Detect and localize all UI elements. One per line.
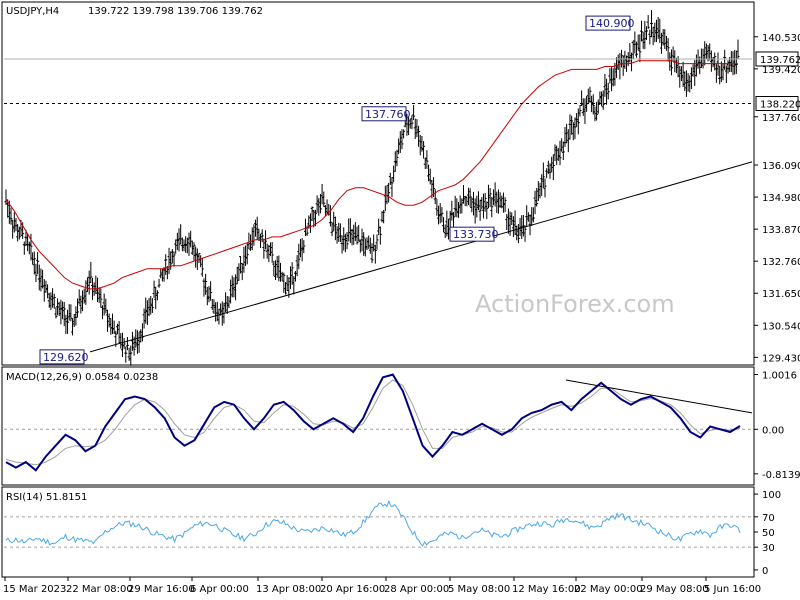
rsi-panel-frame — [1, 486, 755, 578]
price-ytick-label: 130.540 — [762, 321, 800, 332]
macd-ytick-label: 1.0016 — [762, 370, 797, 381]
rsi-ytick-label: 50 — [762, 528, 775, 539]
xtick-label: 12 May 16:00 — [512, 584, 581, 595]
macd-ytick-label: 0.00 — [762, 425, 784, 436]
macd-panel-title: MACD(12,26,9) 0.0584 0.0238 — [6, 372, 158, 383]
price-moving-average-line — [5, 60, 738, 290]
price-callout-label: 129.620 — [43, 351, 89, 364]
current-price-tag — [755, 51, 799, 67]
price-ytick-label: 134.980 — [762, 193, 800, 204]
price-ytick-label: 133.870 — [762, 225, 800, 236]
price-ytick-label: 140.530 — [762, 33, 800, 44]
price-ytick-label: 129.430 — [762, 353, 800, 364]
xtick-label: 5 May 08:00 — [448, 584, 510, 595]
watermark-text: ActionForex.com — [475, 290, 675, 318]
rsi-line — [5, 499, 741, 547]
rsi-ytick-label: 30 — [762, 543, 775, 554]
price-ohlc-readout: 139.722 139.798 139.706 139.762 — [88, 6, 263, 17]
price-callout-label: 140.900 — [589, 17, 635, 30]
xtick-label: 29 May 08:00 — [640, 584, 709, 595]
rsi-ytick-label: 0 — [762, 566, 768, 577]
rsi-ytick-label: 70 — [762, 513, 775, 524]
price-ytick-label: 136.090 — [762, 161, 800, 172]
axis-layer: 140.530 139.420 137.760 136.090 134.980 133.8… — [3, 33, 800, 595]
macd-ytick-label: -0.8139 — [762, 470, 800, 481]
price-callout-label: 133.730 — [453, 228, 499, 241]
xtick-label: 28 Apr 00:00 — [384, 584, 449, 595]
xtick-label: 5 Jun 16:00 — [704, 584, 761, 595]
xtick-label: 29 Mar 16:00 — [128, 584, 195, 595]
macd-trendline — [565, 379, 753, 414]
macd-layer — [4, 373, 753, 472]
rsi-layer — [4, 499, 752, 548]
price-panel-title: USDJPY,H4 — [6, 6, 59, 17]
price-callout-box — [449, 226, 495, 242]
xtick-label: 22 May 00:00 — [574, 584, 643, 595]
price-ytick-label: 132.760 — [762, 257, 800, 268]
price-callout-box — [585, 15, 631, 31]
price-callout-label: 137.760 — [365, 108, 411, 121]
price-callout-box — [39, 349, 85, 365]
xtick-label: 15 Mar 2023 — [3, 584, 66, 595]
price-trendline — [89, 161, 753, 353]
price-layer: 140.900 137.760 133.730 129.620 — [4, 10, 753, 366]
xtick-label: 6 Apr 00:00 — [190, 584, 249, 595]
price-ytick-label: 131.650 — [762, 289, 800, 300]
price-callout-box — [361, 106, 407, 122]
macd-signal-line — [5, 379, 741, 466]
level-price-tag — [755, 96, 799, 112]
level-price-tag-label: 138.220 — [760, 100, 800, 111]
xtick-label: 22 Mar 08:00 — [66, 584, 133, 595]
rsi-ytick-label: 100 — [762, 490, 781, 501]
macd-line — [5, 373, 741, 472]
xtick-label: 20 Apr 16:00 — [320, 584, 385, 595]
rsi-panel-title: RSI(14) 51.8151 — [6, 492, 87, 503]
current-price-tag-label: 139.762 — [760, 55, 800, 66]
price-ytick-label: 139.420 — [762, 65, 800, 76]
price-ytick-label: 137.760 — [762, 113, 800, 124]
xtick-label: 13 Apr 08:00 — [256, 584, 321, 595]
